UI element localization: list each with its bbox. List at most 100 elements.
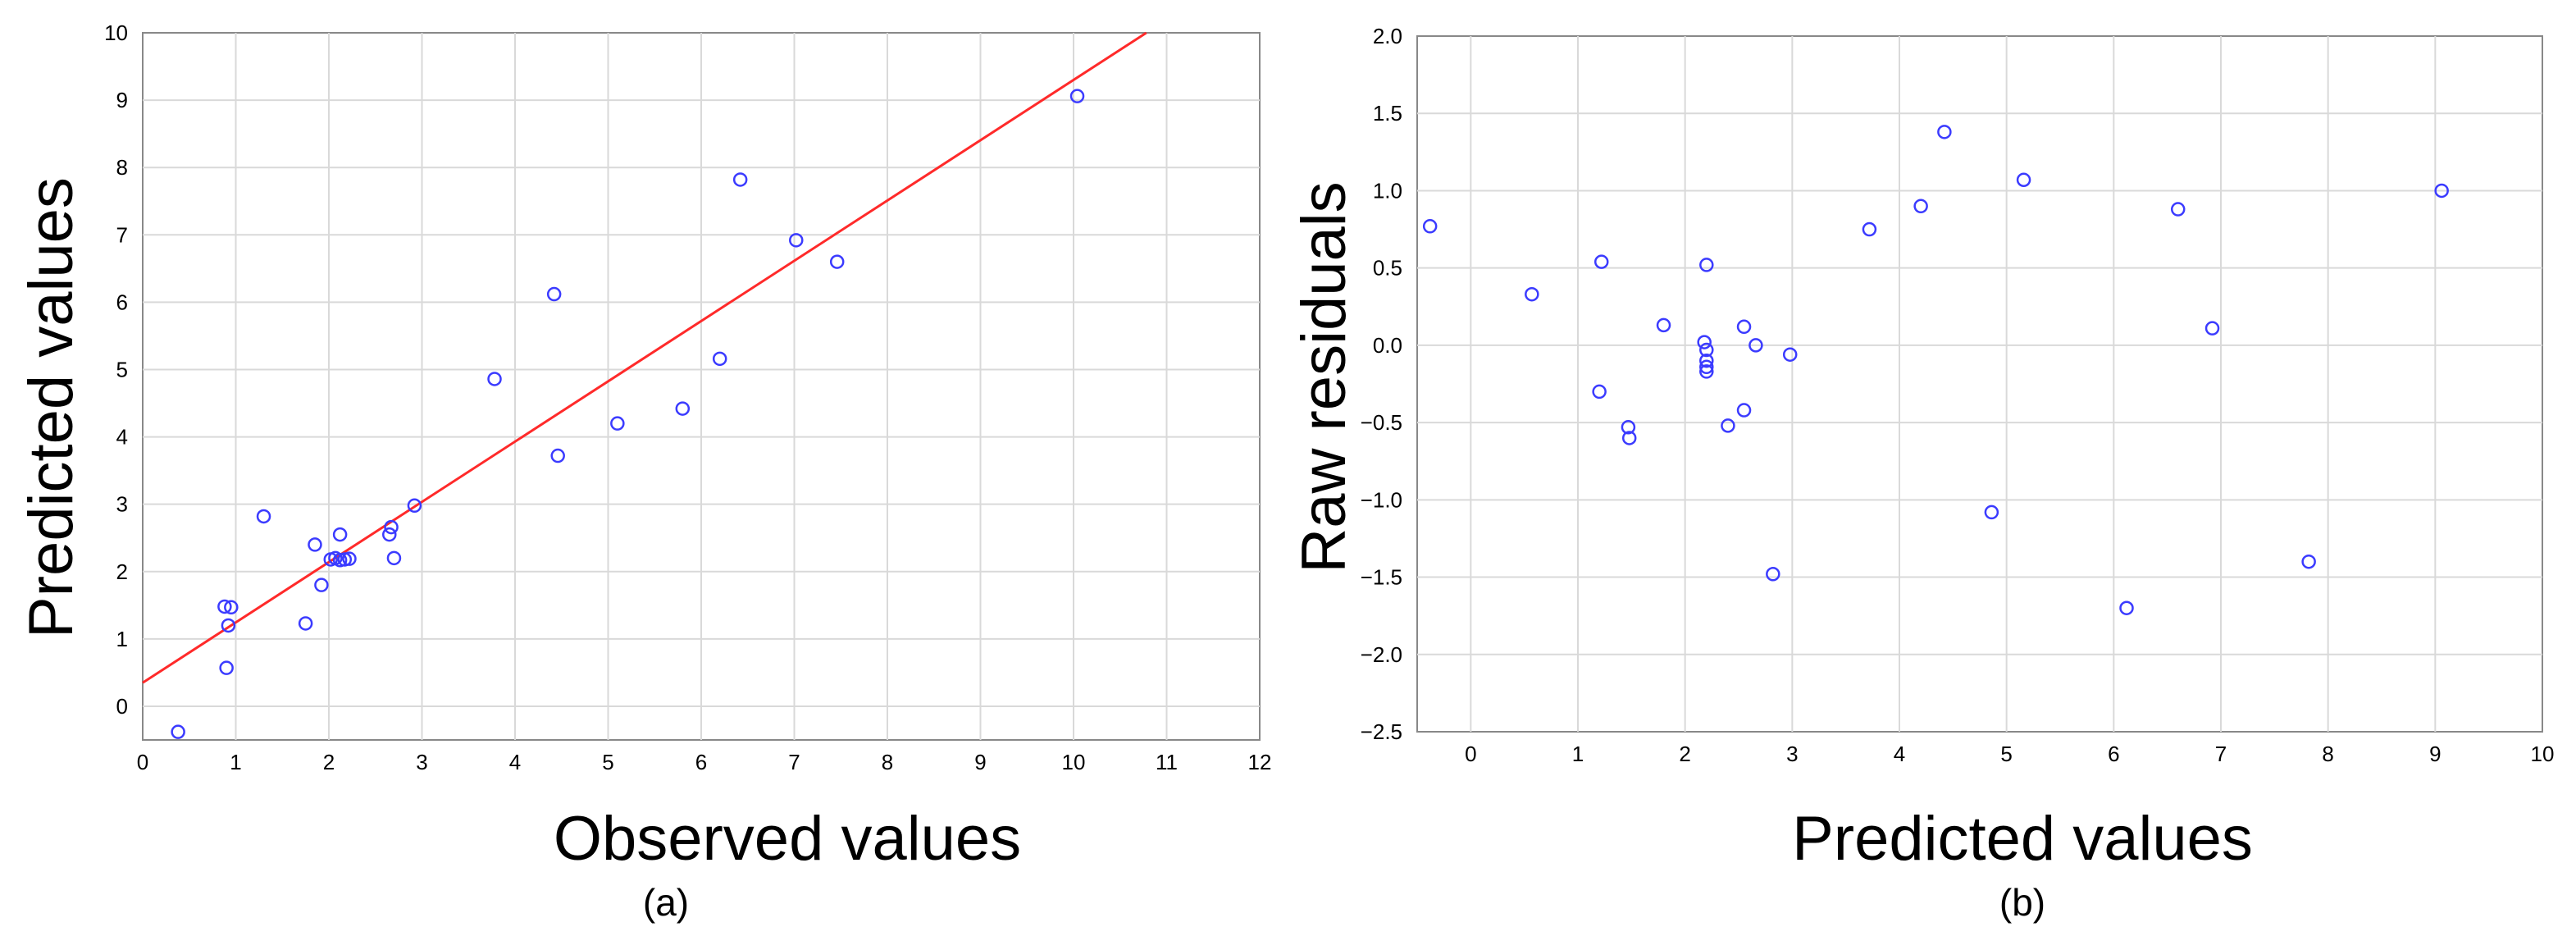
panel-a-y-tick-label: 6 — [116, 290, 128, 314]
panel-b-data-point — [2119, 600, 2134, 615]
panel-a-fit-line-group — [142, 31, 1147, 684]
panel-b-data-point — [1699, 364, 1714, 379]
panel-b-data-point — [1721, 418, 1735, 433]
panel-a-data-point — [171, 724, 185, 739]
panel-b-x-tick-label: 7 — [2215, 742, 2227, 766]
panel-a-data-point — [546, 286, 562, 302]
panel-a-data-point — [789, 233, 804, 248]
panel-b-data-point — [1782, 347, 1798, 362]
panel-a-x-tick-label: 7 — [788, 750, 800, 774]
panel-b-x-tick-label: 0 — [1465, 742, 1476, 766]
panel-a-y-tick-label: 2 — [116, 559, 128, 584]
panel-a-data-point — [732, 172, 748, 187]
panel-a-x-tick-label: 3 — [416, 750, 427, 774]
panel-b-x-tick-label: 3 — [1786, 742, 1798, 766]
panel-a-y-tick-label: 1 — [116, 627, 128, 651]
panel-b-x-tick-label: 8 — [2322, 742, 2333, 766]
panel-a-data-point — [1069, 89, 1085, 103]
panel-a-y-tick-label: 8 — [116, 155, 128, 180]
panel-a-data-point — [382, 527, 397, 542]
panel-b-x-tick-label: 5 — [2000, 742, 2012, 766]
panel-a-y-axis-label: Predicted values — [16, 177, 86, 638]
panel-a-y-tick-labels: 0 1 2 3 4 5 6 7 8 9 10 — [104, 21, 128, 719]
panel-b-x-axis-label: Predicted values — [1792, 804, 2253, 874]
panel-a-data-point — [224, 600, 239, 615]
panel-b-data-point — [1525, 286, 1539, 302]
panel-a-data-point — [256, 509, 271, 524]
panel-a-data-point — [332, 553, 348, 568]
panel-b-y-tick-label: −2.5 — [1361, 719, 1402, 744]
panel-b-data-point — [2170, 202, 2186, 217]
panel-a-x-axis-label: Observed values — [554, 804, 1021, 874]
panel-b-points — [1422, 125, 2449, 615]
panel-a-x-tick-label: 11 — [1156, 750, 1178, 774]
panel-a-x-tick-label: 12 — [1248, 750, 1272, 774]
panel-a-data-point — [487, 372, 502, 386]
panel-a-data-point — [829, 254, 845, 269]
panel-a-y-tick-label: 9 — [116, 88, 128, 112]
panel-a-x-tick-label: 8 — [882, 750, 893, 774]
panel-b-plot-frame — [1416, 35, 2543, 733]
panel-a-x-tick-label: 6 — [695, 750, 707, 774]
panel-a-x-tick-label: 5 — [602, 750, 613, 774]
panel-b-data-point — [2301, 554, 2316, 569]
panel-b-data-point — [2016, 172, 2031, 188]
panel-b-y-tick-label: 1.5 — [1373, 101, 1402, 126]
panel-a-y-tick-label: 5 — [116, 357, 128, 381]
panel-b-data-point — [2204, 321, 2220, 336]
panel-a-data-point — [298, 616, 313, 631]
panel-b-data-point — [1699, 359, 1714, 375]
panel-b-x-tick-label: 1 — [1572, 742, 1584, 766]
panel-b-data-point — [1699, 353, 1714, 368]
panel-b-data-point — [1913, 199, 1928, 214]
panel-a-data-point — [712, 351, 727, 367]
panel-a-data-point — [332, 527, 348, 542]
panel-a-data-point — [386, 550, 402, 566]
panel-b-y-tick-label: 1.0 — [1373, 178, 1402, 203]
panel-b-y-tick-label: 2.0 — [1373, 24, 1402, 48]
panel-b-residuals-vs-predicted: 0 1 2 3 4 5 6 7 8 9 10 2.0 1.5 1.0 0.5 0.0 −0.5 −1.0 −1.5… — [1289, 24, 2554, 924]
panel-b-data-point — [1766, 567, 1780, 582]
panel-a-x-tick-label: 4 — [509, 750, 521, 774]
fit-line — [142, 31, 1147, 684]
panel-a-data-point — [314, 578, 329, 592]
panel-b-label: (b) — [1999, 881, 2045, 924]
panel-a-data-point — [221, 618, 236, 633]
panel-b-x-tick-label: 4 — [1894, 742, 1905, 766]
panel-b-data-point — [1621, 420, 1636, 435]
panel-b-data-point — [1592, 384, 1607, 400]
panel-a-y-tick-label: 10 — [104, 21, 128, 45]
panel-b-y-tick-labels: 2.0 1.5 1.0 0.5 0.0 −0.5 −1.0 −1.5 −2.0 −2.5 — [1361, 24, 1402, 744]
panel-b-y-tick-label: −1.0 — [1361, 487, 1402, 512]
panel-a-data-point — [550, 448, 565, 463]
panel-a-data-point — [342, 551, 357, 566]
panel-b-x-tick-label: 9 — [2429, 742, 2441, 766]
panel-a-x-tick-label: 0 — [137, 750, 148, 774]
panel-a-points — [171, 89, 1085, 739]
panel-b-y-tick-label: 0.0 — [1373, 333, 1402, 358]
panel-b-x-tick-label: 6 — [2108, 742, 2119, 766]
panel-a-label: (a) — [643, 881, 689, 924]
panel-a-y-tick-label: 3 — [116, 492, 128, 517]
panel-b-data-point — [1621, 431, 1637, 445]
panel-a-data-point — [384, 519, 399, 535]
panel-a-data-point — [219, 660, 234, 675]
panel-a-y-tick-label: 0 — [116, 694, 128, 719]
panel-a-x-tick-label: 10 — [1062, 750, 1086, 774]
panel-b-x-tick-labels: 0 1 2 3 4 5 6 7 8 9 10 — [1465, 742, 2554, 766]
panel-b-data-point — [1697, 335, 1712, 349]
panel-a-data-point — [407, 498, 422, 514]
panel-b-data-point — [1748, 338, 1763, 353]
panel-b-data-point — [1593, 254, 1609, 269]
panel-a-y-tick-label: 7 — [116, 222, 128, 247]
panel-a-data-point — [217, 599, 232, 614]
panel-a-data-point — [610, 416, 625, 431]
panel-b-y-axis-label: Raw residuals — [1289, 181, 1359, 573]
panel-a-data-point — [675, 401, 691, 416]
panel-b-data-point — [1422, 219, 1438, 234]
panel-a-x-tick-label: 9 — [974, 750, 986, 774]
panel-a-x-tick-label: 1 — [230, 750, 241, 774]
panel-b-data-point — [1862, 221, 1877, 237]
panel-b-y-tick-label: −1.5 — [1361, 565, 1402, 590]
